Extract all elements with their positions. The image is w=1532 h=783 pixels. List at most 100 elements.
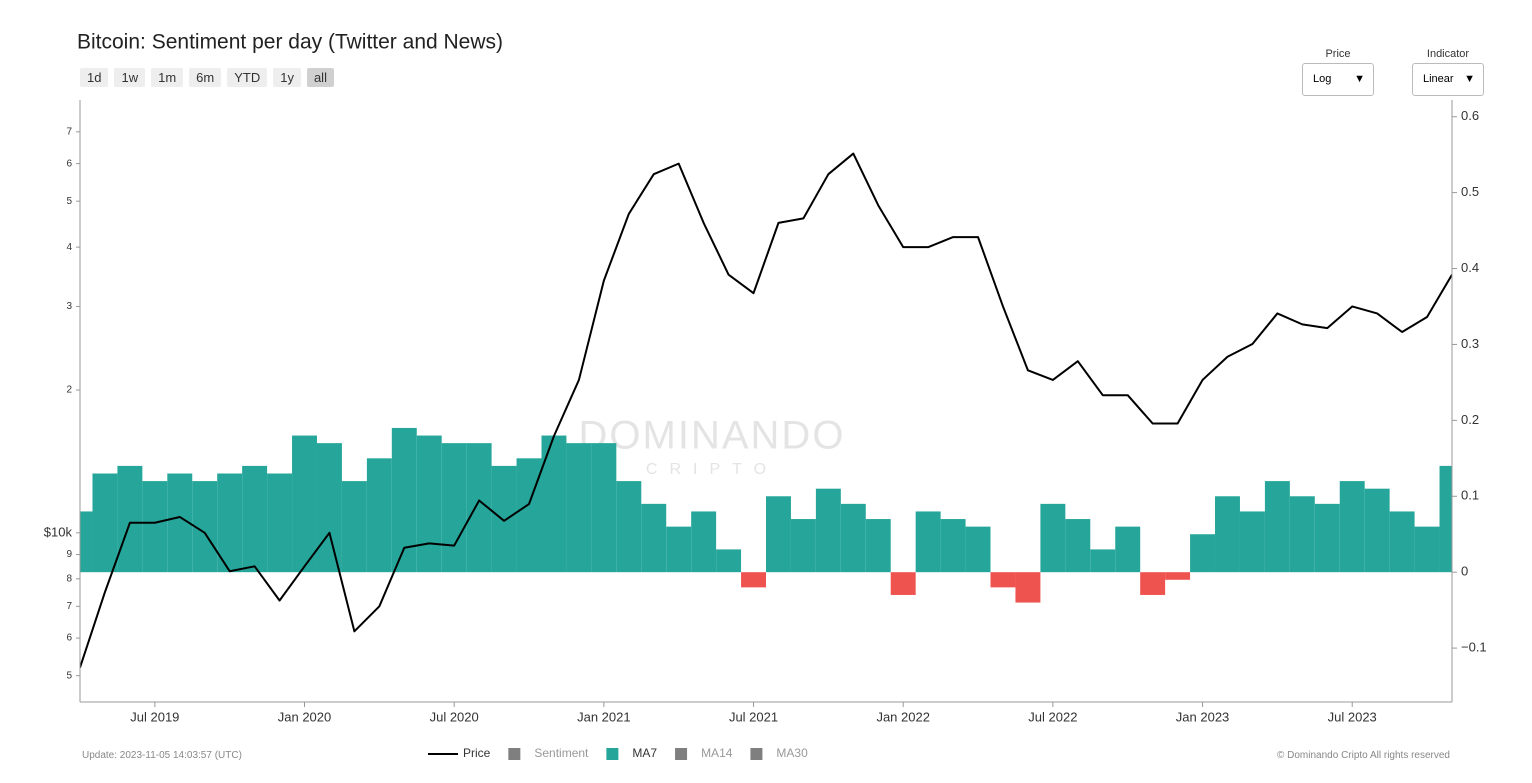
sentiment-bar	[1115, 526, 1141, 573]
range-button[interactable]: 1y	[273, 68, 301, 87]
copyright: © Dominando Cripto All rights reserved	[1277, 750, 1450, 761]
x-tick-label: Jul 2021	[729, 709, 778, 724]
x-tick-label: Jul 2020	[430, 709, 479, 724]
plot-area	[80, 152, 1452, 668]
sentiment-bar	[391, 427, 417, 573]
x-tick-label: Jul 2022	[1028, 709, 1077, 724]
sentiment-bar	[616, 481, 642, 573]
dropdown-label: Indicator	[1426, 48, 1470, 60]
sentiment-bar	[1040, 503, 1066, 573]
sentiment-bar	[516, 458, 542, 573]
dropdown[interactable]: Linear	[1412, 63, 1484, 96]
sentiment-bar	[965, 526, 991, 573]
legend-marker	[675, 748, 688, 760]
sentiment-bar	[1389, 511, 1415, 573]
sentiment-bar	[741, 572, 766, 588]
y-tick-label: 6	[66, 633, 72, 644]
sentiment-bar	[1190, 534, 1216, 573]
dropdown[interactable]: Log	[1302, 63, 1374, 96]
sentiment-bar	[1015, 572, 1041, 603]
chart-title: Bitcoin: Sentiment per day (Twitter and …	[77, 31, 503, 54]
y-tick-label: 3	[66, 301, 72, 312]
y2-tick-label: −0.1	[1461, 640, 1487, 655]
sentiment-bar	[990, 572, 1016, 588]
sentiment-bar	[1439, 465, 1452, 573]
sentiment-bar	[591, 443, 617, 573]
sentiment-bar	[766, 496, 791, 573]
sentiment-bar	[267, 473, 293, 573]
sentiment-bar	[691, 511, 717, 573]
range-button[interactable]: YTD	[227, 68, 268, 87]
sentiment-bar	[316, 443, 342, 573]
sentiment-bar	[1090, 549, 1116, 573]
x-tick-label: Jul 2019	[130, 709, 179, 724]
sentiment-bar	[1215, 496, 1240, 573]
sentiment-bar	[242, 465, 268, 573]
sentiment-bar	[790, 519, 816, 573]
legend-label: MA30	[776, 746, 808, 760]
sentiment-bar	[341, 481, 367, 573]
y2-tick-label: 0.5	[1461, 184, 1479, 199]
y-tick-label: 7	[66, 126, 72, 137]
legend-marker	[606, 748, 619, 760]
price-dropdown: Price Log	[1302, 48, 1374, 96]
sentiment-bar	[716, 549, 742, 573]
sentiment-bar	[416, 435, 442, 573]
y-tick-label: 7	[66, 601, 72, 612]
sentiment-bar	[890, 572, 916, 595]
sentiment-bar	[815, 488, 841, 573]
watermark: DOMINANDO	[579, 414, 846, 458]
x-tick-label: Jul 2023	[1328, 709, 1377, 724]
sentiment-bar	[840, 503, 866, 573]
sentiment-bar	[1140, 572, 1166, 595]
range-button[interactable]: all	[306, 68, 334, 87]
y2-tick-label: 0.4	[1461, 260, 1479, 275]
sentiment-bar	[1264, 481, 1290, 573]
sentiment-bar	[915, 511, 941, 573]
sentiment-bar	[1239, 511, 1265, 573]
x-tick-label: Jan 2020	[278, 709, 332, 724]
y-tick-label: 5	[66, 670, 72, 681]
range-button[interactable]: 6m	[189, 68, 222, 87]
sentiment-bar	[1364, 488, 1390, 573]
sentiment-bar	[541, 435, 567, 573]
y2-tick-label: 0	[1461, 564, 1468, 579]
sentiment-bar	[940, 519, 966, 573]
sentiment-bar	[366, 458, 392, 573]
y-tick-label: 8	[66, 573, 72, 584]
legend-label: MA7	[632, 746, 657, 760]
range-button[interactable]: 1w	[114, 68, 146, 87]
sentiment-bar	[1339, 481, 1365, 573]
x-tick-label: Jan 2022	[876, 709, 930, 724]
sentiment-bar	[566, 443, 592, 573]
sentiment-bar	[1165, 572, 1191, 580]
sentiment-bar	[1414, 526, 1440, 573]
sentiment-bar	[217, 473, 243, 573]
legend-marker	[508, 748, 521, 760]
y-tick-label: 5	[66, 196, 72, 207]
sentiment-bar	[1065, 519, 1091, 573]
sentiment-bar	[666, 526, 692, 573]
sentiment-bar	[292, 435, 317, 573]
range-button[interactable]: 1m	[151, 68, 184, 87]
sentiment-bar	[865, 519, 891, 573]
legend-marker	[750, 748, 763, 760]
indicator-dropdown: Indicator Linear	[1412, 48, 1484, 96]
update-note: Update: 2023-11-05 14:03:57 (UTC)	[82, 750, 242, 761]
y2-tick-label: 0.1	[1461, 488, 1479, 503]
range-button[interactable]: 1d	[80, 68, 109, 87]
x-tick-label: Jan 2023	[1176, 709, 1230, 724]
y-tick-label: 6	[66, 158, 72, 169]
y-tick-label: 4	[66, 242, 72, 253]
sentiment-bar	[491, 465, 517, 573]
y2-tick-label: 0.2	[1461, 412, 1479, 427]
legend-label: Sentiment	[534, 746, 589, 760]
sentiment-bar	[1314, 503, 1340, 573]
sentiment-bar	[117, 465, 143, 573]
y-tick-label: $10k	[44, 524, 73, 539]
sentiment-bar	[641, 503, 667, 573]
legend-label: Price	[463, 746, 491, 760]
dropdown-label: Price	[1325, 48, 1351, 60]
